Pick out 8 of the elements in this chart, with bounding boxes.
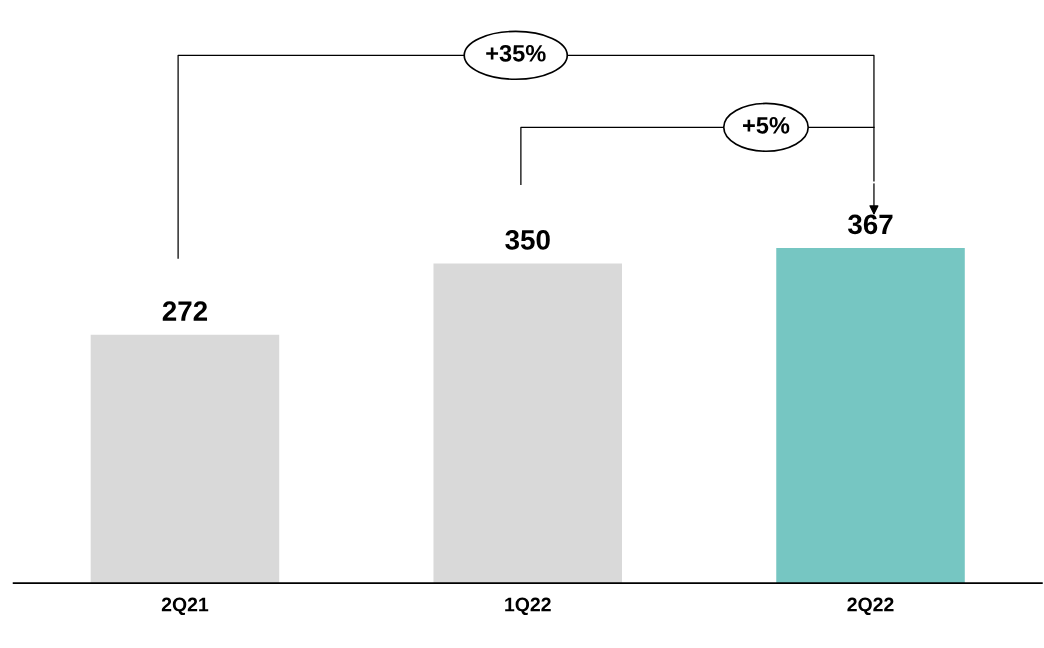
data-label: 350 (505, 230, 550, 250)
text: +5% (743, 117, 790, 134)
x-tick-label: 2Q21 (161, 597, 209, 616)
text: +35% (486, 44, 546, 62)
data-label: 272 (162, 301, 208, 321)
x-tick-label: 1Q22 (505, 597, 551, 616)
data-label: 367 (847, 214, 893, 235)
x-tick-label: 2Q22 (847, 597, 894, 616)
